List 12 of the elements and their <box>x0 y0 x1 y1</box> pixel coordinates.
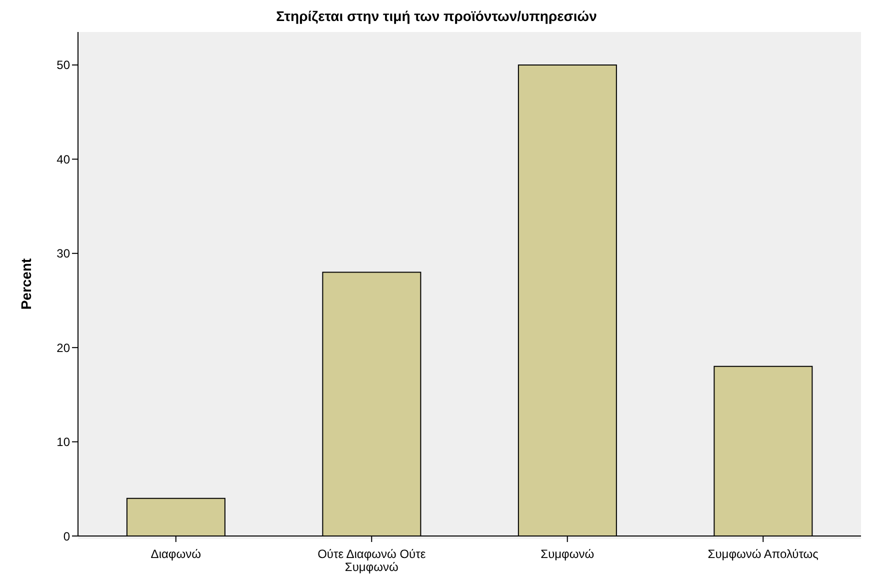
y-tick-label: 30 <box>56 246 70 261</box>
y-tick-label: 0 <box>63 529 70 544</box>
y-axis-title: Percent <box>18 258 34 310</box>
x-tick-label: Ούτε Διαφωνώ Ούτε Συμφωνώ <box>318 547 426 574</box>
x-tick-label: Διαφωνώ <box>150 547 201 561</box>
x-tick-label: Συμφωνώ Απολύτως <box>708 547 819 561</box>
chart-title: Στηρίζεται στην τιμή των προϊόντων/υπηρεσιών <box>275 8 598 26</box>
y-tick-label: 50 <box>56 58 70 72</box>
y-tick-label: 40 <box>56 152 70 166</box>
y-tick-label: 10 <box>56 435 70 450</box>
x-tick-label: Συμφωνώ <box>540 547 594 561</box>
y-tick-label: 20 <box>56 340 70 355</box>
